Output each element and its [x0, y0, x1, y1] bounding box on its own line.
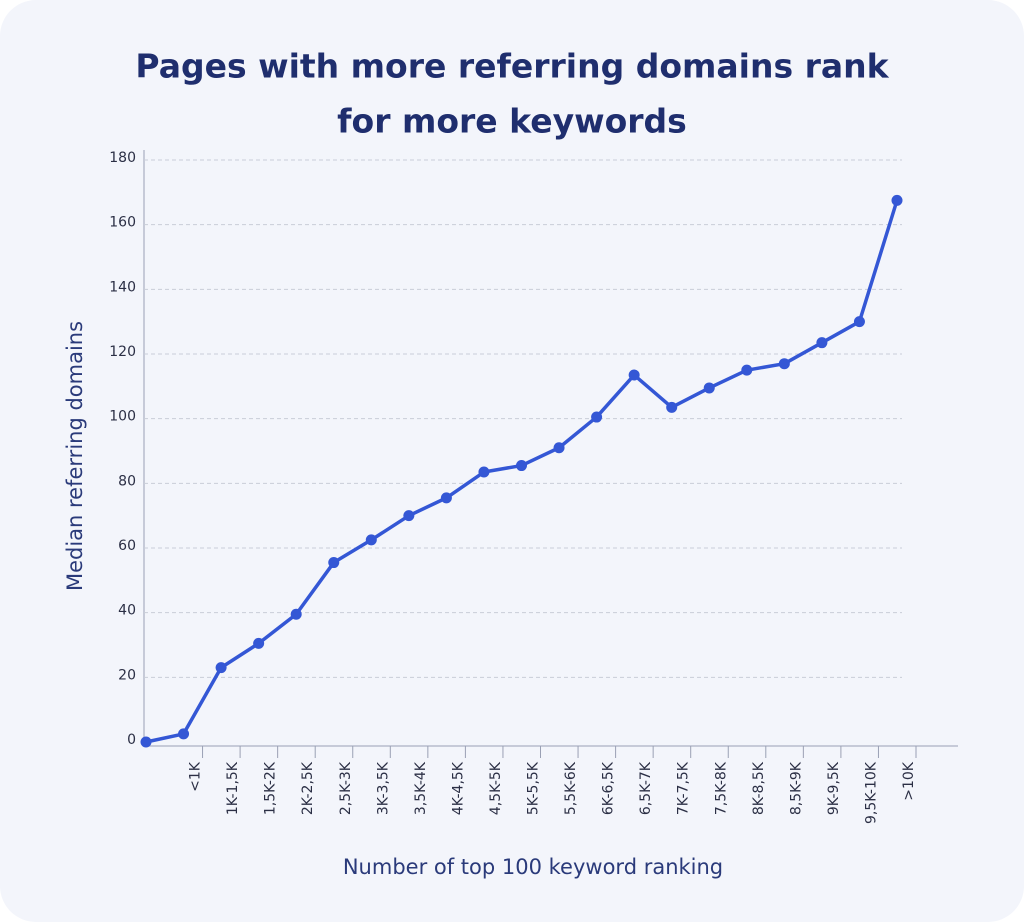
y-tick-label: 120 [109, 344, 136, 360]
x-tick-label: 5K-5,5K [526, 761, 542, 815]
x-tick-label: 5,5K-6K [563, 761, 579, 815]
x-tick-label: 1K-1,5K [225, 761, 241, 815]
point [703, 382, 715, 394]
x-tick-label: 7K-7,5K [676, 761, 692, 815]
x-tick-label: 7,5K-8K [713, 761, 729, 815]
x-tick-label: 3,5K-4K [413, 761, 429, 815]
point [516, 460, 527, 472]
point [253, 637, 265, 649]
x-tick-label: 8,5K-9K [788, 761, 804, 815]
x-tick-label: 4,5K-5K [488, 761, 504, 815]
point [891, 194, 903, 206]
chart-title: for more keywords [337, 102, 687, 141]
x-tick-label: 6,5K-7K [638, 761, 654, 815]
y-tick-label: 40 [118, 603, 136, 619]
x-tick-label: 3K-3,5K [375, 761, 391, 815]
point [403, 510, 415, 522]
point [328, 557, 340, 569]
y-tick-label: 80 [118, 473, 136, 489]
point [628, 369, 640, 381]
x-tick-label: 9,5K-10K [863, 761, 879, 824]
line [145, 199, 899, 744]
x-axis-label: Number of top 100 keyword ranking [343, 855, 723, 879]
chart-title: Pages with more referring domains rank [135, 47, 889, 86]
x-tick-label: 1,5K-2K [263, 761, 279, 815]
point [741, 364, 753, 376]
x-tick-label: 2K-2,5K [300, 761, 316, 815]
point [478, 466, 490, 478]
x-tick-label: 8K-8,5K [751, 761, 767, 815]
point [553, 442, 565, 454]
point [290, 608, 302, 620]
point [591, 411, 603, 423]
point [778, 358, 790, 370]
x-tick-label: 4K-4,5K [450, 761, 466, 815]
point [666, 401, 678, 413]
y-tick-label: 100 [109, 409, 136, 425]
y-tick-label: 60 [118, 538, 136, 554]
y-tick-label: 0 [127, 732, 136, 748]
x-tick-label: <1K [188, 761, 204, 792]
x-tick-label: 9K-9,5K [826, 761, 842, 815]
x-tick-label: 6K-6,5K [601, 761, 617, 815]
point [853, 316, 865, 328]
point [178, 728, 190, 740]
y-tick-label: 20 [118, 667, 136, 683]
point [140, 736, 152, 748]
x-tick-label: 2,5K-3K [338, 761, 354, 815]
y-axis-label: Median referring domains [63, 321, 87, 591]
x-tick-label: >10K [901, 761, 917, 801]
point [816, 337, 828, 349]
point [365, 534, 377, 546]
point [440, 492, 452, 504]
point [215, 662, 227, 674]
y-tick-label: 180 [109, 150, 136, 166]
y-tick-label: 140 [109, 279, 136, 295]
y-tick-label: 160 [109, 215, 136, 231]
